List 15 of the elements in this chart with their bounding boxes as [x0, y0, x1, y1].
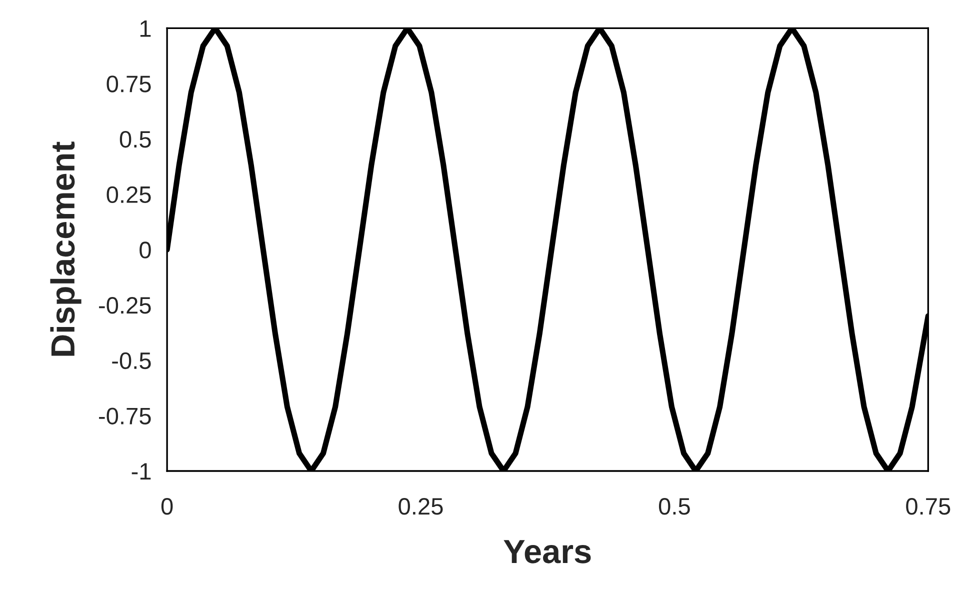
x-tick-label: 0: [161, 498, 173, 515]
y-tick-label: -0.25: [99, 297, 151, 314]
y-tick-label: 0.25: [106, 186, 151, 204]
y-tick-label: -0.75: [99, 408, 151, 424]
x-tick-label: 0.75: [906, 498, 950, 515]
x-tick-label: 0.5: [658, 498, 690, 515]
y-tick-label: -0.5: [112, 352, 151, 370]
y-tick-label: -1: [132, 463, 151, 480]
y-axis-title: Displacement: [50, 142, 82, 356]
y-tick-label: 0.5: [120, 130, 151, 148]
y-tick-label: 0.75: [106, 76, 151, 92]
x-tick-label: 0.25: [398, 498, 443, 515]
y-tick-label: 0: [140, 242, 151, 258]
x-axis-title: Years: [504, 540, 591, 564]
y-tick-label: 1: [140, 20, 151, 37]
